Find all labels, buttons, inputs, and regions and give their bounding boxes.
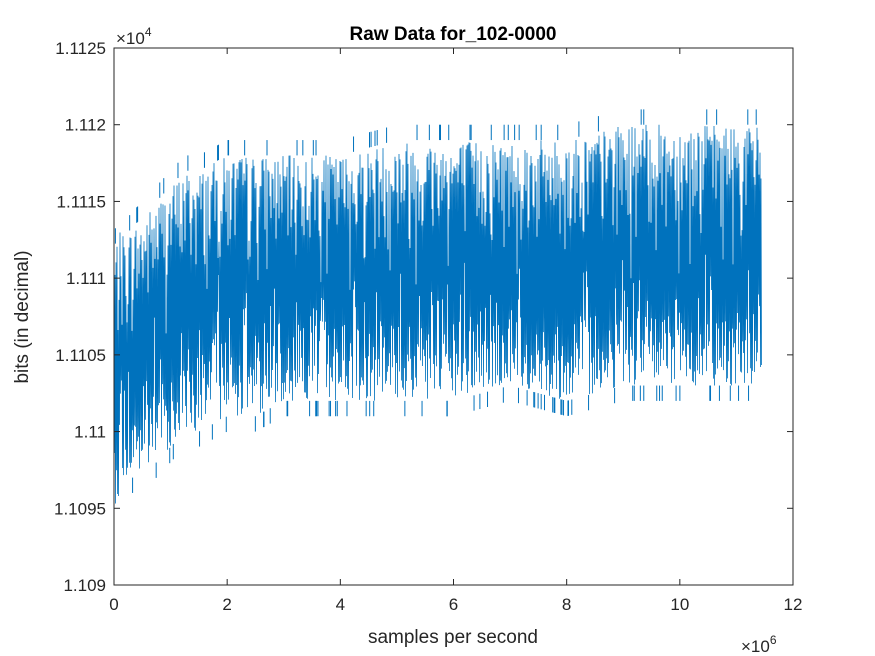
y-tick-label: 1.1115 (57, 192, 106, 211)
x-tick-label: 0 (109, 595, 118, 614)
series-layer (113, 109, 762, 504)
x-tick-label: 2 (222, 595, 231, 614)
x-tick-label: 12 (784, 595, 803, 614)
y-axis-ticks: 1.109 1.1095 1.11 1.1105 1.111 1.1115 1.112 1.1… (54, 39, 793, 595)
y-tick-label: 1.111 (66, 269, 106, 288)
y-axis-label: bits (in decimal) (12, 250, 33, 383)
y-tick-label: 1.11 (74, 423, 106, 442)
y-tick-label: 1.1095 (54, 499, 106, 518)
x-tick-label: 8 (562, 595, 571, 614)
x-axis-ticks: 0 2 4 6 8 10 12 (109, 48, 802, 614)
data-series-line (113, 124, 762, 504)
y-axis-multiplier: ×104 (116, 25, 152, 48)
y-tick-label: 1.112 (65, 116, 106, 135)
x-tick-label: 4 (336, 595, 345, 614)
x-axis-label: samples per second (368, 627, 538, 648)
x-tick-label: 10 (670, 595, 689, 614)
y-tick-label: 1.1105 (55, 346, 106, 365)
y-tick-label: 1.109 (63, 576, 106, 595)
chart-title: Raw Data for_102-0000 (350, 24, 557, 45)
x-axis-multiplier: ×106 (741, 633, 777, 656)
x-tick-label: 6 (449, 595, 458, 614)
y-tick-label: 1.1125 (55, 39, 106, 58)
